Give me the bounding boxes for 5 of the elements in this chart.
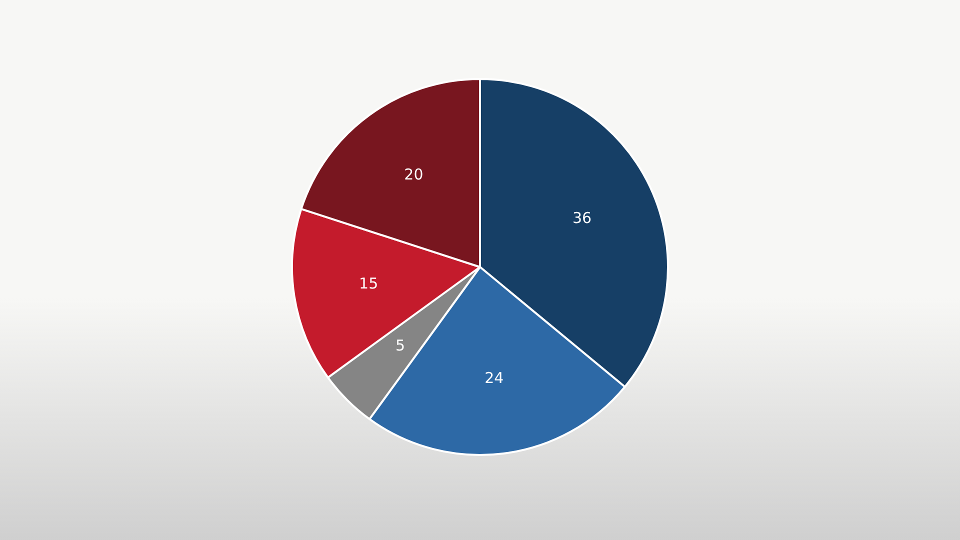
data-label: 15 [359, 274, 378, 293]
data-label: 20 [404, 166, 424, 184]
data-label: 5 [395, 336, 406, 355]
data-label: 36 [572, 208, 592, 227]
data-label: 24 [484, 368, 504, 387]
